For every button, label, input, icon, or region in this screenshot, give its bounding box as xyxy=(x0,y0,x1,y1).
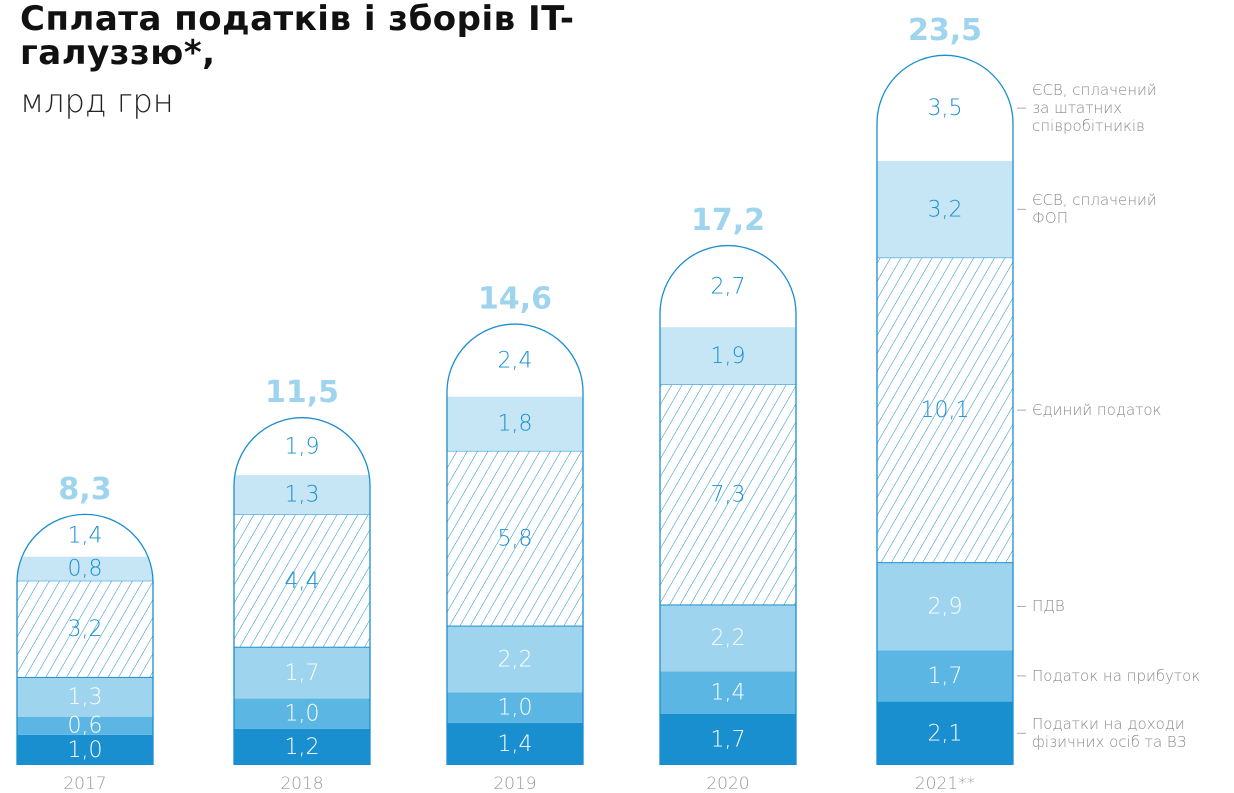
value-label: 1,0 xyxy=(498,696,533,721)
bar-segment xyxy=(234,698,370,729)
legend-label: ЄСВ, сплачений за штатних співробітників xyxy=(1032,81,1157,136)
bar-segment xyxy=(660,671,796,714)
bar-segment xyxy=(234,475,370,515)
total-label: 11,5 xyxy=(265,375,339,410)
value-label: 10,1 xyxy=(921,398,970,423)
bar-segment xyxy=(17,677,153,717)
bar-segment xyxy=(660,604,796,672)
value-label: 1,4 xyxy=(711,681,746,706)
bar-segment xyxy=(447,722,583,765)
bar-stack xyxy=(660,245,796,765)
bar-segment xyxy=(17,734,153,765)
bar-segment xyxy=(660,383,796,606)
value-label: 0,8 xyxy=(68,557,103,582)
bar-stack xyxy=(234,417,370,765)
bar-segment xyxy=(234,647,370,699)
x-tick-label: 2017 xyxy=(63,774,106,793)
bar-outline xyxy=(659,244,797,765)
chart-subtitle: млрд грн xyxy=(20,82,174,120)
value-label: 1,8 xyxy=(498,412,533,437)
bar-segment xyxy=(234,513,370,648)
value-label: 0,6 xyxy=(68,714,103,739)
legend-label: Податки на доходи фізичних осіб та ВЗ xyxy=(1032,715,1187,752)
bar-segment xyxy=(660,713,796,765)
value-label: 3,2 xyxy=(68,617,103,642)
bar-segment xyxy=(660,245,796,328)
bar-segment xyxy=(17,716,153,735)
bar-segment xyxy=(877,562,1013,651)
value-label: 3,5 xyxy=(928,96,963,121)
value-label: 2,9 xyxy=(928,594,963,619)
bar-outline xyxy=(446,323,584,765)
value-label: 7,3 xyxy=(711,483,746,508)
value-label: 1,4 xyxy=(68,523,103,548)
value-label: 2,7 xyxy=(711,274,746,299)
value-label: 1,3 xyxy=(68,685,103,710)
value-label: 1,2 xyxy=(285,735,320,760)
total-label: 8,3 xyxy=(58,472,111,507)
bar-segment xyxy=(447,396,583,451)
total-label: 14,6 xyxy=(478,282,552,317)
bar-outline xyxy=(876,54,1014,765)
legend-label: ЄСВ, сплачений ФОП xyxy=(1032,191,1157,228)
legend-label: ПДВ xyxy=(1032,597,1065,616)
value-label: 2,2 xyxy=(498,647,533,672)
value-label: 5,8 xyxy=(498,527,533,552)
x-tick-label: 2019 xyxy=(493,774,536,793)
bar-segment xyxy=(877,650,1013,702)
value-label: 2,1 xyxy=(928,721,963,746)
bar-segment xyxy=(660,327,796,385)
bar-segment xyxy=(234,728,370,765)
bar-outline xyxy=(16,513,154,765)
bar-segment xyxy=(17,580,153,678)
value-label: 1,7 xyxy=(711,727,746,752)
value-label: 3,2 xyxy=(928,197,963,222)
value-label: 1,0 xyxy=(285,702,320,727)
bar-stack xyxy=(17,514,153,765)
value-label: 1,4 xyxy=(498,732,533,757)
bar-segment xyxy=(447,450,583,627)
bar-segment xyxy=(447,626,583,693)
value-label: 1,9 xyxy=(285,434,320,459)
value-label: 1,9 xyxy=(711,344,746,369)
x-tick-label: 2020 xyxy=(706,774,749,793)
x-tick-label: 2018 xyxy=(280,774,323,793)
total-label: 17,2 xyxy=(691,203,765,238)
value-label: 1,7 xyxy=(928,664,963,689)
bar-segment xyxy=(877,161,1013,258)
value-label: 1,3 xyxy=(285,483,320,508)
bar-outline xyxy=(233,417,371,765)
bar-segment xyxy=(447,324,583,397)
legend-label: Єдиний податок xyxy=(1032,401,1162,420)
bar-segment xyxy=(877,701,1013,765)
total-label: 23,5 xyxy=(908,13,982,48)
legend-label: Податок на прибуток xyxy=(1032,666,1201,685)
bar-segment xyxy=(877,257,1013,564)
x-tick-label: 2021** xyxy=(915,774,975,793)
bar-segment xyxy=(17,556,153,581)
bar-stack xyxy=(447,324,583,765)
value-label: 1,0 xyxy=(68,738,103,763)
chart-title: Сплата податків і зборів IT-галуззю*, xyxy=(20,0,575,73)
bar-stack xyxy=(877,55,1013,765)
value-label: 2,4 xyxy=(498,348,533,373)
value-label: 1,7 xyxy=(285,661,320,686)
bar-segment xyxy=(447,692,583,723)
value-label: 2,2 xyxy=(711,626,746,651)
value-label: 4,4 xyxy=(285,569,320,594)
